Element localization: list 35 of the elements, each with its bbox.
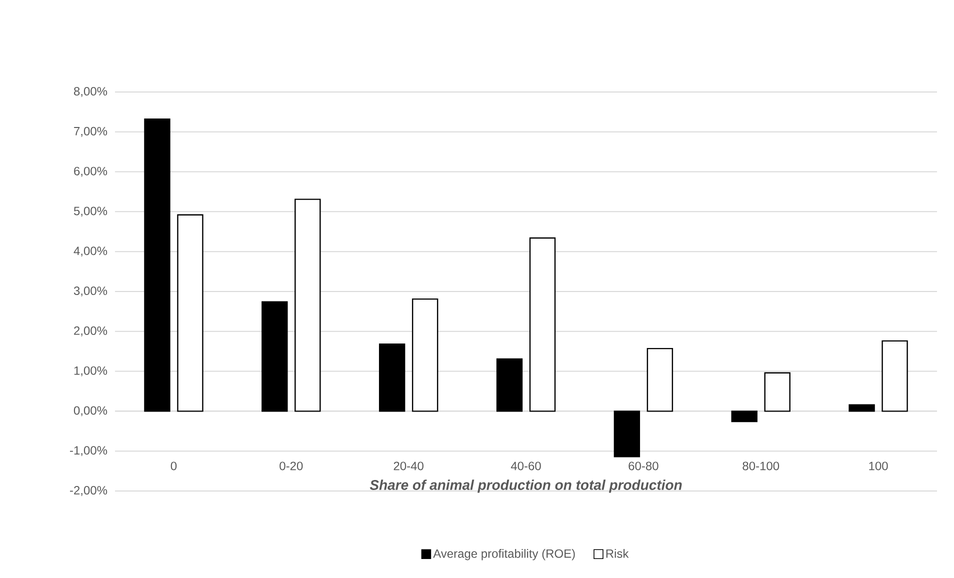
- x-tick-label: 80-100: [742, 462, 780, 470]
- bar: [731, 410, 758, 422]
- y-tick-label: 8,00%: [74, 87, 108, 97]
- y-tick-label: 5,00%: [74, 206, 108, 217]
- bar: [177, 214, 204, 412]
- x-tick-label: 100: [869, 462, 888, 470]
- legend-label: Risk: [606, 549, 629, 558]
- y-tick-label: 4,00%: [74, 246, 108, 257]
- x-tick-label: 20-40: [394, 462, 424, 470]
- bar: [412, 298, 438, 412]
- bar: [646, 348, 674, 412]
- bar: [262, 301, 288, 412]
- bar: [144, 118, 170, 412]
- bar: [614, 410, 640, 458]
- y-tick-label: -1,00%: [70, 446, 108, 456]
- bar: [764, 372, 790, 412]
- bar: [882, 340, 908, 412]
- y-tick-label: 2,00%: [74, 326, 108, 336]
- x-tick-label: 60-80: [628, 462, 658, 470]
- x-tick-label: 40-60: [510, 462, 541, 470]
- y-tick-label: 1,00%: [74, 366, 108, 376]
- bar: [848, 404, 875, 412]
- x-axis-title: Share of animal production on total production: [370, 480, 682, 493]
- bar: [496, 358, 523, 412]
- bar: [294, 198, 321, 412]
- x-tick-label: 0-20: [280, 462, 303, 470]
- y-tick-label: 0,00%: [74, 406, 108, 416]
- y-tick-label: 3,00%: [74, 286, 108, 296]
- bar: [529, 237, 556, 412]
- x-tick-label: 0: [170, 462, 177, 470]
- y-tick-label: 7,00%: [74, 126, 108, 137]
- bar: [378, 344, 406, 412]
- y-tick-label: 6,00%: [74, 166, 108, 177]
- legend-label: Average profitability (ROE): [433, 549, 575, 560]
- y-tick-label: -2,00%: [70, 486, 108, 496]
